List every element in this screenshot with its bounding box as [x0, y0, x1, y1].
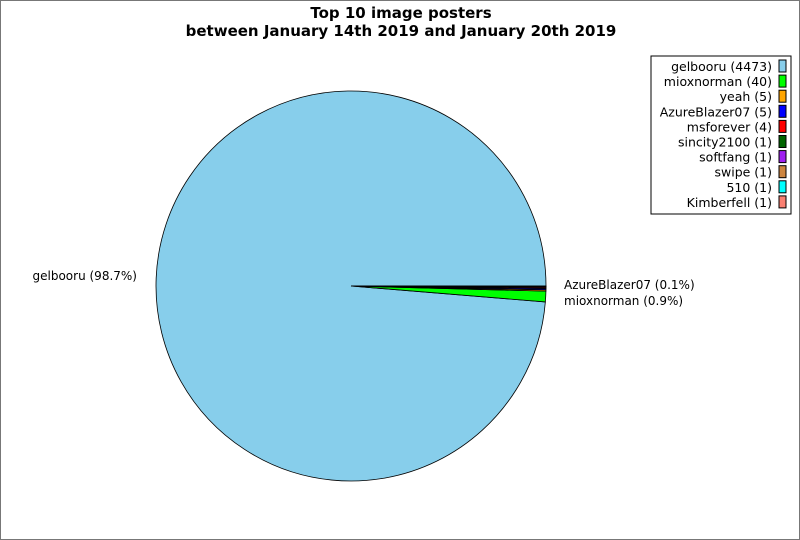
legend-swatch-sincity2100 — [778, 135, 787, 148]
legend-swatch-Kimberfell — [778, 195, 787, 209]
legend-label-gelbooru: gelbooru (4473) — [671, 59, 772, 74]
legend-swatch-mioxnorman — [778, 74, 787, 88]
legend-label-msforever: msforever (4) — [687, 119, 772, 134]
slice-label-AzureBlazer07: AzureBlazer07 (0.1%) — [564, 278, 695, 292]
legend-swatch-510 — [778, 180, 787, 194]
chart-subtitle: between January 14th 2019 and January 20… — [186, 22, 617, 40]
legend-label-510: 510 (1) — [726, 180, 772, 195]
legend-swatch-swipe — [778, 165, 787, 179]
legend-swatch-yeah — [778, 89, 787, 103]
legend-label-Kimberfell: Kimberfell (1) — [687, 195, 772, 210]
slice-label-mioxnorman: mioxnorman (0.9%) — [564, 294, 683, 308]
slice-label-gelbooru: gelbooru (98.7%) — [33, 269, 137, 283]
legend-swatch-msforever — [778, 119, 787, 133]
legend-label-yeah: yeah (5) — [720, 89, 772, 104]
legend-box — [650, 55, 792, 215]
legend-swatch-gelbooru — [778, 59, 787, 73]
legend-swatch-softfang — [778, 150, 787, 164]
legend: gelbooru (4473)mioxnorman (40)yeah (5)Az… — [650, 55, 792, 215]
legend-label-mioxnorman: mioxnorman (40) — [664, 74, 772, 89]
legend-label-softfang: softfang (1) — [699, 150, 772, 165]
legend-label-AzureBlazer07: AzureBlazer07 (5) — [660, 104, 772, 119]
legend-label-swipe: swipe (1) — [714, 165, 772, 180]
legend-label-sincity2100: sincity2100 (1) — [678, 135, 772, 150]
legend-swatch-AzureBlazer07 — [778, 104, 787, 118]
chart-title: Top 10 image posters — [310, 4, 491, 22]
